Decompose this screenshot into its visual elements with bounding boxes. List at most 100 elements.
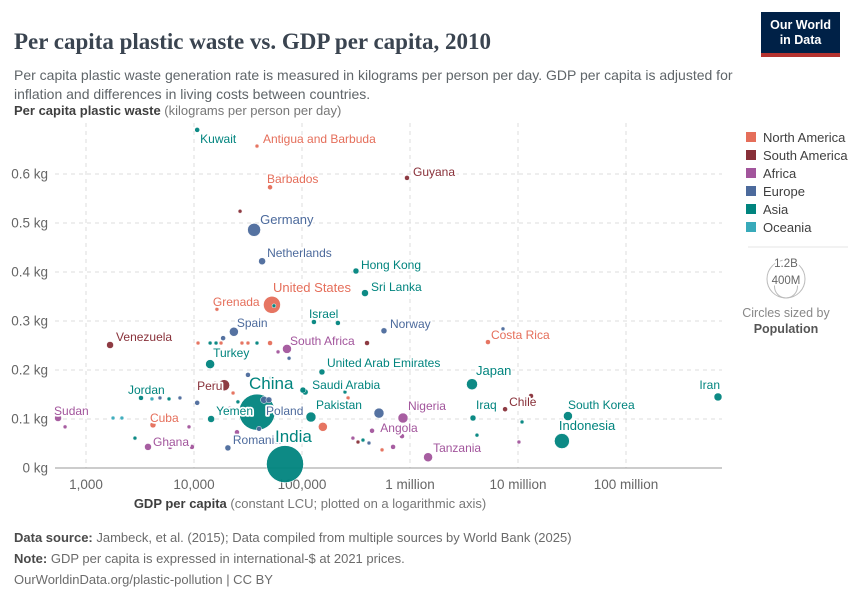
country-label-hong-kong[interactable]: Hong Kong (359, 256, 423, 274)
data-point[interactable] (132, 435, 138, 441)
data-point[interactable] (167, 444, 173, 450)
data-point[interactable] (390, 444, 396, 450)
data-point-pakistan[interactable] (305, 411, 317, 423)
data-point[interactable] (355, 439, 361, 445)
country-label-pakistan[interactable]: Pakistan (314, 396, 364, 414)
country-label-tanzania[interactable]: Tanzania (431, 439, 483, 457)
data-point[interactable] (227, 405, 233, 411)
data-point[interactable] (207, 340, 213, 346)
data-point[interactable] (220, 335, 226, 341)
data-point[interactable] (186, 424, 192, 430)
data-point-costa-rica[interactable] (485, 339, 491, 345)
data-point[interactable] (271, 303, 277, 309)
data-point[interactable] (286, 355, 292, 361)
data-point-indonesia[interactable] (554, 433, 570, 449)
data-point-ghana[interactable] (144, 443, 152, 451)
data-point[interactable] (245, 372, 251, 378)
country-label-indonesia[interactable]: Indonesia (557, 416, 618, 435)
legend-item-af[interactable]: Africa (746, 164, 848, 182)
data-point[interactable] (157, 395, 163, 401)
country-label-norway[interactable]: Norway (388, 315, 432, 333)
data-point[interactable] (267, 340, 273, 346)
data-point-barbados[interactable] (267, 184, 273, 190)
legend-item-eu[interactable]: Europe (746, 182, 848, 200)
country-label-saudi-arabia[interactable]: Saudi Arabia (310, 376, 382, 394)
country-label-india[interactable]: India (273, 425, 314, 448)
country-label-germany[interactable]: Germany (258, 210, 315, 229)
legend-item-oc[interactable]: Oceania (746, 218, 848, 236)
data-point-kuwait[interactable] (194, 127, 200, 133)
data-point[interactable] (335, 320, 341, 326)
legend-item-as[interactable]: Asia (746, 200, 848, 218)
data-point[interactable] (239, 340, 245, 346)
country-label-israel[interactable]: Israel (307, 305, 340, 323)
country-label-iran[interactable]: Iran (698, 376, 722, 394)
country-label-kuwait[interactable]: Kuwait (198, 130, 238, 148)
data-point[interactable] (166, 396, 172, 402)
data-point-guyana[interactable] (404, 175, 410, 181)
data-point-peru[interactable] (218, 379, 230, 391)
data-point[interactable] (254, 340, 260, 346)
data-point[interactable] (212, 380, 218, 386)
data-point[interactable] (360, 437, 366, 443)
data-point-jordan[interactable] (138, 395, 144, 401)
data-point[interactable] (189, 444, 195, 450)
country-label-peru[interactable]: Peru (195, 377, 224, 395)
data-point-antigua-and-barbuda[interactable] (254, 143, 260, 149)
country-label-cuba[interactable]: Cuba (148, 409, 181, 427)
country-label-united-states[interactable]: United States (271, 278, 353, 297)
country-label-costa-rica[interactable]: Costa Rica (489, 326, 552, 344)
data-point-japan[interactable] (466, 378, 478, 390)
data-point[interactable] (269, 375, 275, 381)
data-point-turkey[interactable] (205, 359, 215, 369)
data-point-netherlands[interactable] (258, 257, 266, 265)
data-point[interactable] (299, 386, 307, 394)
country-label-netherlands[interactable]: Netherlands (265, 244, 333, 262)
data-point[interactable] (275, 430, 281, 436)
data-point-sri-lanka[interactable] (361, 289, 369, 297)
data-point[interactable] (200, 380, 206, 386)
data-point-israel[interactable] (311, 319, 317, 325)
data-point[interactable] (194, 400, 200, 406)
country-label-venezuela[interactable]: Venezuela (114, 328, 174, 346)
data-point-sudan[interactable] (54, 414, 62, 422)
data-point[interactable] (350, 435, 356, 441)
data-point-norway[interactable] (380, 327, 388, 335)
data-point-nigeria[interactable] (397, 412, 409, 424)
country-label-sri-lanka[interactable]: Sri Lanka (369, 278, 424, 296)
data-point[interactable] (265, 396, 273, 404)
data-point[interactable] (218, 340, 224, 346)
country-label-guyana[interactable]: Guyana (411, 163, 457, 181)
data-point-romania[interactable] (224, 444, 232, 452)
country-label-antigua-and-barbuda[interactable]: Antigua and Barbuda (261, 130, 378, 148)
data-point[interactable] (474, 432, 480, 438)
owid-logo[interactable]: Our World in Data (761, 12, 840, 57)
legend-item-na[interactable]: North America (746, 128, 848, 146)
data-point-grenada[interactable] (214, 306, 220, 312)
data-point-hong-kong[interactable] (352, 267, 360, 275)
country-label-turkey[interactable]: Turkey (211, 344, 251, 362)
country-label-japan[interactable]: Japan (474, 361, 513, 380)
data-point-chile[interactable] (502, 406, 508, 412)
data-point-india[interactable] (266, 445, 304, 483)
country-label-south-africa[interactable]: South Africa (288, 332, 357, 350)
data-point[interactable] (364, 340, 370, 346)
data-point[interactable] (119, 415, 125, 421)
country-label-nigeria[interactable]: Nigeria (406, 397, 448, 415)
country-label-china[interactable]: China (247, 372, 295, 395)
data-point[interactable] (519, 419, 525, 425)
country-label-jordan[interactable]: Jordan (126, 381, 166, 399)
data-point[interactable] (373, 407, 385, 419)
country-label-ghana[interactable]: Ghana (151, 433, 191, 451)
country-label-yemen[interactable]: Yemen (214, 402, 254, 420)
data-point-united-arab-emirates[interactable] (318, 368, 326, 376)
country-label-grenada[interactable]: Grenada (211, 293, 262, 311)
legend-item-sa[interactable]: South America (746, 146, 848, 164)
country-label-spain[interactable]: Spain (235, 314, 269, 332)
data-point[interactable] (369, 428, 375, 434)
country-label-united-arab-emirates[interactable]: United Arab Emirates (325, 354, 442, 372)
data-point[interactable] (234, 429, 240, 435)
owid-link[interactable]: OurWorldinData.org/plastic-pollution | C… (14, 572, 273, 587)
data-point[interactable] (342, 389, 348, 395)
data-point[interactable] (379, 447, 385, 453)
